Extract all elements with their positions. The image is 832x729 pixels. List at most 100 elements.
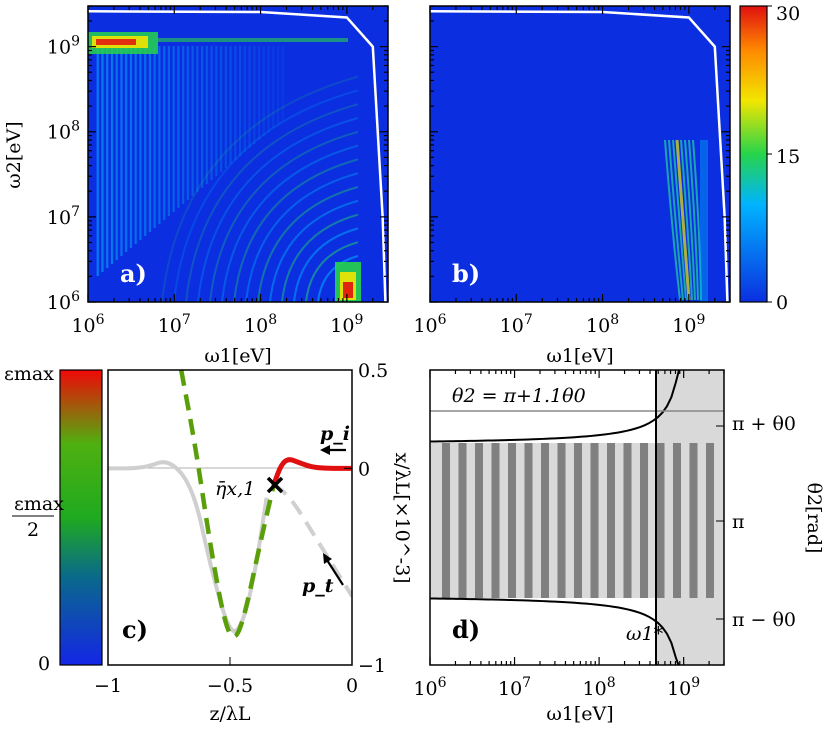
heatmap-fringe: [191, 46, 194, 196]
heatmap-arc: [173, 89, 359, 302]
d-bar: [491, 443, 500, 598]
heatmap-fringe: [134, 46, 137, 244]
panel-d-ytick-lower: π − θ0: [732, 609, 796, 631]
d-bar: [541, 443, 549, 598]
panel-b-heatmap-pattern: [664, 139, 708, 302]
heatmap-fringe: [272, 46, 275, 128]
heatmap-fringe: [177, 46, 180, 208]
heatmap-fringe: [186, 46, 189, 200]
d-xtick-label: 107: [498, 675, 531, 700]
heatmap-band-red: [96, 39, 136, 45]
panel-d-ytick-upper: π + θ0: [732, 413, 796, 435]
d-xtick-label: 109: [667, 675, 700, 700]
a-xtick-label: 107: [158, 312, 191, 337]
c-ytick-label: 0.5: [358, 360, 388, 382]
heatmap-fringe: [182, 46, 185, 204]
panel-c-plot-bg: [108, 370, 352, 665]
panel-b-heatmap-bg: [430, 6, 730, 302]
a-ytick-label: 108: [47, 119, 80, 144]
heatmap-fringe: [139, 46, 142, 240]
heatmap-arc: [185, 103, 359, 302]
heatmap-fringe: [158, 46, 161, 224]
panel-c-green-dashed-curve: [178, 370, 277, 639]
d-bar: [508, 443, 516, 598]
heatmap-fringe: [234, 46, 237, 160]
d-bar: [557, 443, 566, 598]
panel-b-frame: [429, 5, 731, 303]
panel-d-lower-curve: [430, 597, 680, 665]
panel-a-white-curve: [87, 10, 387, 303]
heatmap-fringe: [144, 46, 147, 236]
heatmap-fringe: [120, 46, 123, 256]
heatmap-arc: [197, 117, 359, 302]
a-ytick-label: 107: [47, 204, 80, 229]
panel-d-bars: [442, 443, 714, 598]
colorbar-tick-label-15: 15: [776, 146, 800, 168]
panel-d-xlabel: ω1[eV]: [546, 703, 613, 725]
heatmap-arc: [209, 130, 359, 302]
heatmap-arc: [233, 158, 359, 302]
panel-b: 106 107 108 109 b) ω1[eV]: [413, 5, 731, 367]
heatmap-fringe: [205, 46, 208, 184]
heatmap-spot-red: [343, 282, 353, 298]
heatmap-fringe: [125, 46, 128, 252]
panel-d-ticks: 106 107 108 109: [413, 370, 725, 700]
c-xtick-label: 0: [346, 675, 358, 697]
a-xtick-label: 108: [244, 312, 277, 337]
panel-d: 106 107 108 109 θ2 = π+1.1θ0 ω1* d) ω1[eV] …: [413, 369, 825, 725]
d-bar: [656, 443, 665, 598]
d-bar: [574, 443, 582, 598]
panel-a-heatmap-pattern: [88, 32, 361, 302]
heatmap-fringe: [243, 46, 246, 152]
heatmap-fringe: [129, 46, 133, 248]
panel-b-xlabel: ω1[eV]: [546, 345, 613, 367]
heatmap-fringe: [215, 46, 218, 176]
heatmap-b-streak: [675, 139, 691, 301]
panel-c-red-curve: [271, 457, 352, 485]
heatmap-fringe: [96, 46, 99, 276]
a-xtick-label: 109: [330, 312, 363, 337]
c-ytick-label: −1: [358, 655, 386, 677]
heatmap-fringe: [172, 46, 175, 212]
panel-a-frame: [87, 5, 389, 303]
panel-a-y-ticks: 106 107 108 109: [47, 5, 388, 314]
a-ytick-label: 106: [47, 289, 80, 314]
panel-d-vline-label: ω1*: [626, 623, 664, 645]
heatmap-fringe: [106, 46, 109, 268]
d-bar: [607, 443, 615, 598]
heatmap-b-streak: [668, 139, 684, 301]
panel-b-white-curve: [429, 10, 729, 303]
d-xtick-label: 108: [583, 675, 616, 700]
panel-a-x-ticks: 106 107 108 109: [71, 6, 389, 337]
panel-a: 106 107 108 109 106 107 108 109 a) ω1[eV] ω2[e…: [3, 5, 389, 367]
c-xtick-label: −1: [94, 675, 122, 697]
heatmap-b-streak: [672, 139, 687, 301]
panel-a-ylabel: ω2[eV]: [3, 121, 25, 188]
heatmap-fringe: [196, 46, 199, 192]
panel-c-label: c): [122, 615, 148, 644]
heatmap-fringe: [153, 46, 156, 228]
panel-c-ticks: −1 −0.5 00.50−1: [94, 360, 388, 697]
heatmap-fringe: [276, 46, 280, 124]
c-xtick-label: −0.5: [207, 675, 253, 697]
heatmap-fringe: [224, 46, 227, 168]
panel-c-cbar-half-den: 2: [27, 519, 39, 541]
heatmap-fringe: [220, 46, 223, 172]
heatmap-fringe: [281, 46, 284, 120]
panel-d-upper-curve: [430, 370, 681, 443]
heatmap-b-streak: [688, 139, 699, 301]
d-bar: [706, 443, 714, 598]
d-bar: [623, 443, 632, 598]
panel-d-hline-label: θ2 = π+1.1θ0: [452, 385, 586, 407]
panel-c-right-ylabel: x/λL[×10^-3]: [391, 452, 413, 583]
heatmap-arc: [305, 241, 359, 302]
heatmap-arc: [317, 255, 359, 302]
colorbar-tick-label-0: 0: [776, 292, 788, 314]
b-xtick-label: 106: [413, 312, 446, 337]
heatmap-arc: [221, 144, 359, 302]
panel-c-xlabel: z/λL: [209, 703, 250, 725]
heatmap-b-streak: [692, 139, 702, 301]
colorbar-tick-label-30: 30: [776, 3, 800, 25]
heatmap-fringe: [201, 46, 204, 188]
